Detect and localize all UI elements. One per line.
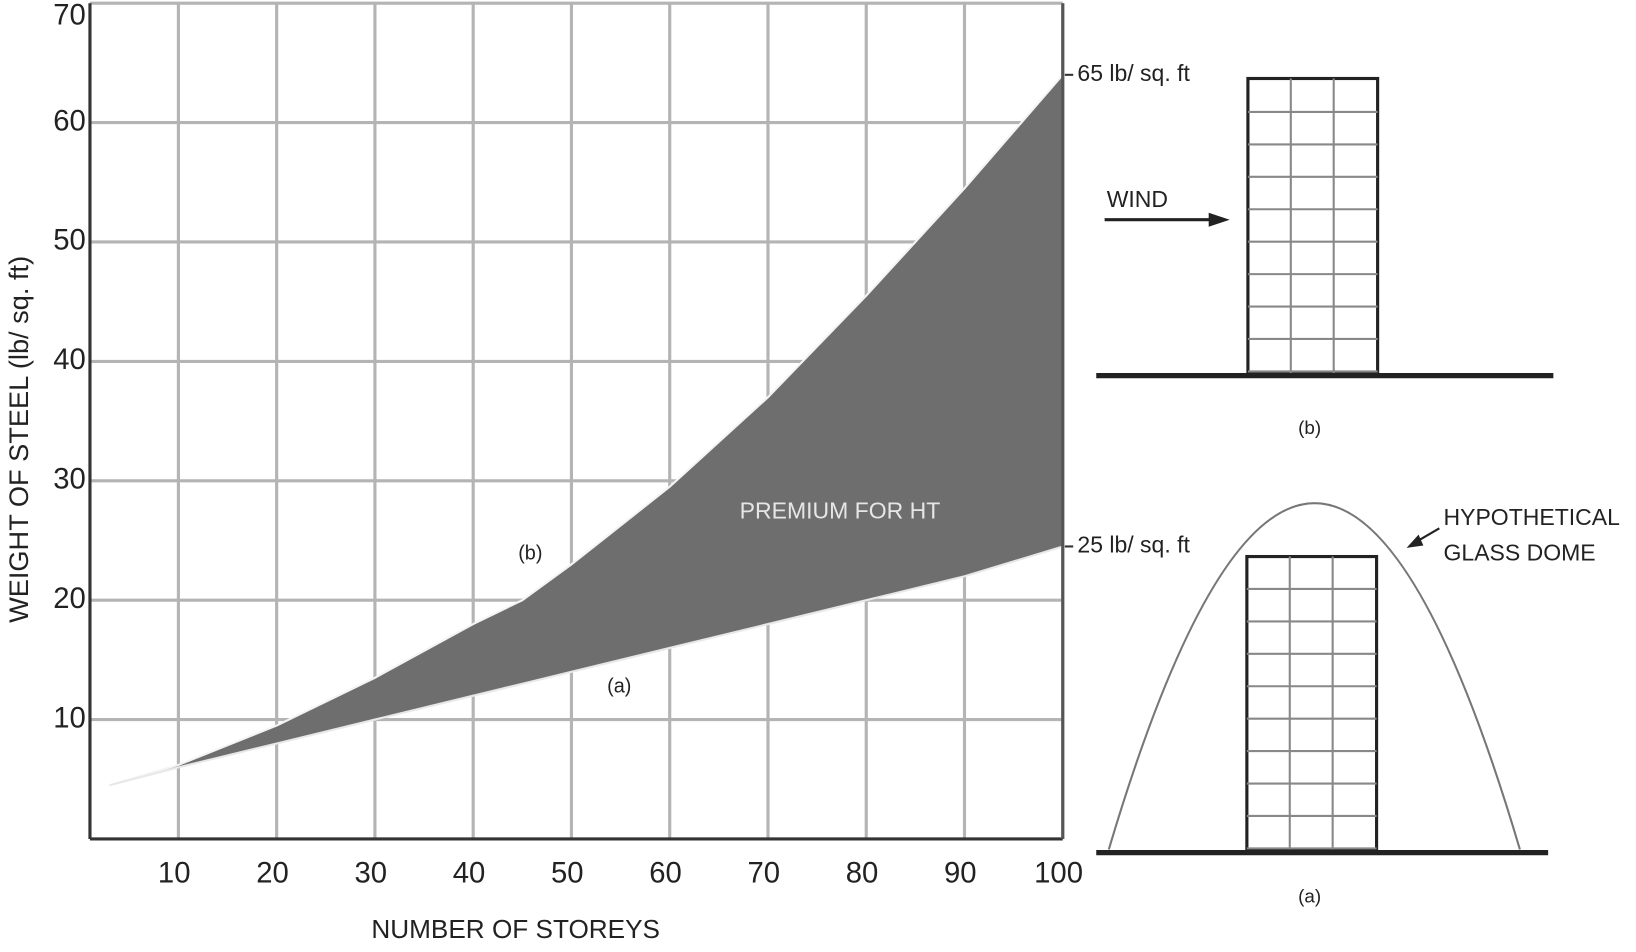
x-tick-label: 10 xyxy=(158,856,191,889)
diagram-a xyxy=(1096,502,1549,856)
band-label: PREMIUM FOR HT xyxy=(740,498,941,524)
annotation: 65 lb/ sq. ft xyxy=(1077,60,1190,86)
x-tick-label: 20 xyxy=(256,856,289,889)
caption: (a) xyxy=(1298,886,1321,907)
y-axis-title: WEIGHT OF STEEL (lb/ sq. ft) xyxy=(3,256,34,623)
dome-label: HYPOTHETICAL xyxy=(1444,504,1621,530)
x-tick-label: 100 xyxy=(1034,856,1083,889)
diagram-b xyxy=(1096,76,1554,379)
series-line xyxy=(109,545,1064,787)
chart: 10 20 30 40 50 60 70 80 90 100 10 20 30 40 50 60 70 (b) (a… xyxy=(53,0,1190,889)
premium-band xyxy=(109,74,1063,786)
x-tick-label: 60 xyxy=(649,856,682,889)
curve-label: (a) xyxy=(607,676,631,698)
series-line xyxy=(109,74,1064,787)
x-tick-label: 40 xyxy=(453,856,486,889)
x-tick-label: 80 xyxy=(846,856,879,889)
y-tick-label: 50 xyxy=(53,224,86,257)
annotation: 25 lb/ sq. ft xyxy=(1077,532,1190,558)
arrow-head xyxy=(1208,212,1230,227)
caption: (b) xyxy=(1298,417,1321,438)
building xyxy=(1245,554,1379,852)
y-tick-label: 70 xyxy=(53,0,86,32)
x-tick-label: 70 xyxy=(748,856,781,889)
dome-label: GLASS DOME xyxy=(1444,540,1596,566)
y-tick-label: 60 xyxy=(53,104,86,137)
x-tick-label: 30 xyxy=(354,856,387,889)
y-tick-label: 30 xyxy=(53,463,86,496)
x-axis-title: NUMBER OF STOREYS xyxy=(371,914,660,944)
arrow-head xyxy=(1406,534,1424,548)
x-tick-label: 50 xyxy=(551,856,584,889)
y-tick-label: 40 xyxy=(53,343,86,376)
building-grid xyxy=(1246,556,1377,850)
y-tick-label: 10 xyxy=(53,701,86,734)
y-tick-label: 20 xyxy=(53,582,86,615)
building xyxy=(1246,76,1380,376)
building-grid xyxy=(1247,78,1378,374)
x-tick-label: 90 xyxy=(944,856,977,889)
wind-label: WIND xyxy=(1107,186,1168,212)
curve-label: (b) xyxy=(518,543,542,565)
glass-dome xyxy=(1107,502,1521,850)
